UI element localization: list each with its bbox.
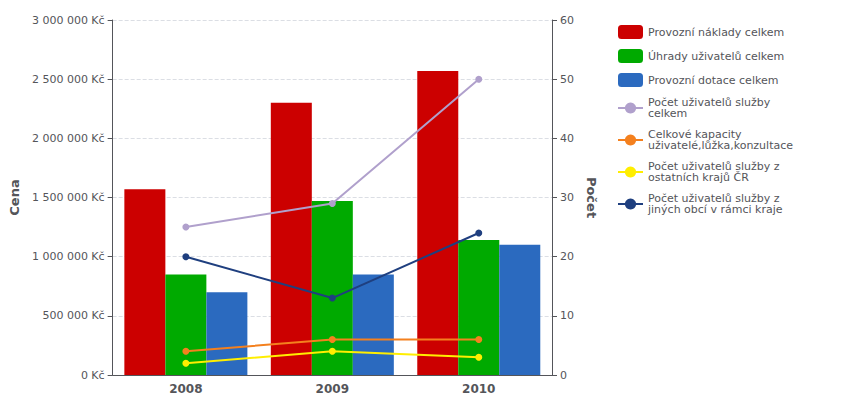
svg-text:Počet uživatelů služby: Počet uživatelů služby xyxy=(648,96,771,109)
svg-text:0: 0 xyxy=(560,369,567,382)
svg-text:2009: 2009 xyxy=(316,382,349,396)
svg-text:2 000 000 Kč: 2 000 000 Kč xyxy=(32,132,105,145)
svg-text:Úhrady uživatelů celkem: Úhrady uživatelů celkem xyxy=(648,50,784,63)
svg-text:1 000 000 Kč: 1 000 000 Kč xyxy=(32,250,105,263)
svg-text:60: 60 xyxy=(560,14,574,27)
svg-text:2010: 2010 xyxy=(462,382,495,396)
svg-text:Počet: Počet xyxy=(584,177,599,218)
svg-text:20: 20 xyxy=(560,250,574,263)
svg-text:Počet uživatelů služby z: Počet uživatelů služby z xyxy=(648,192,780,205)
svg-text:40: 40 xyxy=(560,132,574,145)
svg-text:ostatních krajů ČR: ostatních krajů ČR xyxy=(648,171,749,184)
svg-text:Počet uživatelů služby z: Počet uživatelů služby z xyxy=(648,160,780,173)
svg-text:0 Kč: 0 Kč xyxy=(81,369,105,382)
svg-text:Cena: Cena xyxy=(7,179,22,215)
svg-text:Provozní náklady celkem: Provozní náklady celkem xyxy=(648,26,784,39)
svg-text:Provozní dotace celkem: Provozní dotace celkem xyxy=(648,74,778,87)
svg-text:3 000 000 Kč: 3 000 000 Kč xyxy=(32,14,105,27)
svg-text:2 500 000 Kč: 2 500 000 Kč xyxy=(32,73,105,86)
svg-text:uživatelé,lůžka,konzultace: uživatelé,lůžka,konzultace xyxy=(648,139,793,152)
svg-text:celkem: celkem xyxy=(648,107,687,120)
svg-text:50: 50 xyxy=(560,73,574,86)
svg-text:500 000 Kč: 500 000 Kč xyxy=(42,309,104,322)
svg-text:10: 10 xyxy=(560,309,574,322)
svg-text:1 500 000 Kč: 1 500 000 Kč xyxy=(32,191,105,204)
svg-text:Celkové kapacity: Celkové kapacity xyxy=(648,128,742,141)
svg-text:2008: 2008 xyxy=(169,382,202,396)
svg-text:30: 30 xyxy=(560,191,574,204)
svg-text:jiných obcí v rámci kraje: jiných obcí v rámci kraje xyxy=(647,203,783,216)
